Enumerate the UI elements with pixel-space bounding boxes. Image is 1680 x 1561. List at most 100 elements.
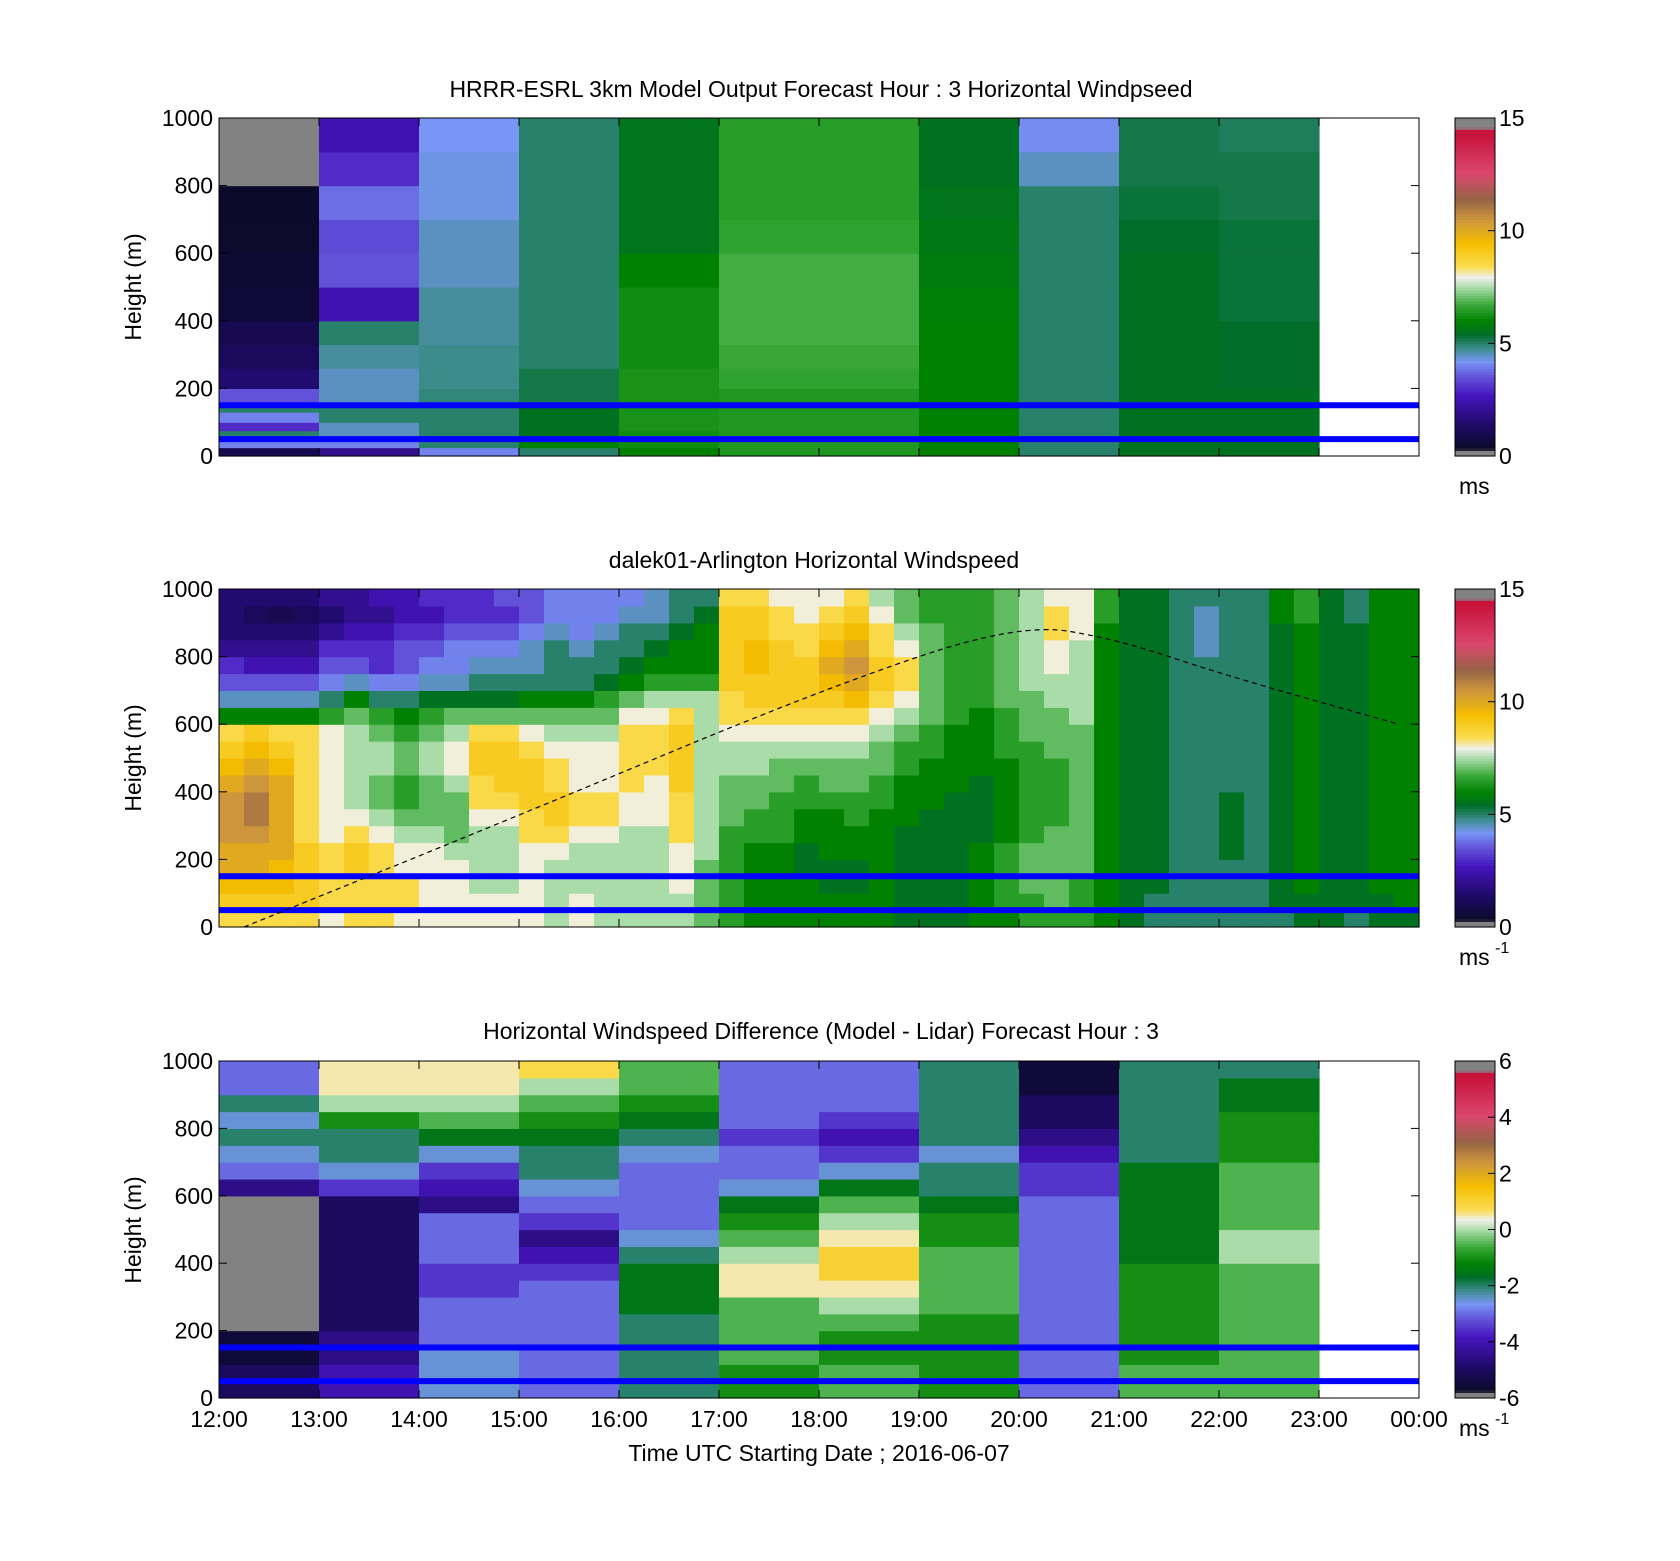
panel-lidar-cell bbox=[519, 842, 545, 860]
panel-lidar-cell bbox=[719, 808, 745, 827]
panel-diff-colorbar-band bbox=[1455, 1103, 1495, 1107]
panel-lidar-cell bbox=[619, 774, 645, 793]
panel-diff-cell bbox=[319, 1077, 420, 1096]
panel-diff-cell bbox=[219, 1195, 320, 1214]
panel-lidar-cell bbox=[1144, 825, 1170, 844]
panel-model-cell bbox=[1019, 219, 1120, 254]
panel-lidar-cell bbox=[769, 724, 795, 742]
panel-diff-colorbar-band bbox=[1455, 1170, 1495, 1174]
panel-lidar-cell bbox=[969, 656, 995, 675]
panel-lidar-cell bbox=[1269, 673, 1295, 691]
panel-lidar-cell bbox=[1269, 859, 1295, 877]
panel-diff-cell bbox=[319, 1178, 420, 1197]
panel-lidar-cell bbox=[1144, 589, 1170, 607]
panel-diff-cell bbox=[1119, 1094, 1220, 1113]
panel-lidar-cell bbox=[569, 690, 595, 708]
panel-diff-cell bbox=[219, 1263, 320, 1281]
panel-model-colorbar-band bbox=[1455, 132, 1495, 136]
panel-lidar-colorbar-tick-label: 5 bbox=[1499, 801, 1512, 827]
panel-lidar-cell bbox=[544, 639, 570, 658]
panel-lidar-cell bbox=[1069, 656, 1095, 675]
panel-model-colorbar-band bbox=[1455, 444, 1495, 449]
panel-lidar-cell bbox=[519, 656, 545, 675]
panel-diff-cell bbox=[1019, 1296, 1120, 1315]
panel-model-cell bbox=[519, 388, 620, 403]
panel-lidar-cell bbox=[469, 842, 495, 860]
panel-diff-colorbar-band bbox=[1455, 1080, 1495, 1085]
panel-lidar-cell bbox=[719, 673, 745, 691]
panel-lidar-cell bbox=[319, 910, 345, 928]
panel-diff-colorbar-tick-label: -4 bbox=[1499, 1329, 1520, 1355]
panel-model-cell bbox=[519, 447, 620, 457]
panel-lidar-cell bbox=[1319, 758, 1345, 776]
panel-model-colorbar-band bbox=[1455, 357, 1495, 361]
panel-lidar-cell bbox=[944, 605, 970, 624]
panel-lidar-cell bbox=[769, 758, 795, 776]
panel-diff-cell bbox=[419, 1195, 520, 1214]
panel-diff-cell bbox=[1119, 1246, 1220, 1264]
panel-lidar-cell bbox=[644, 859, 670, 877]
panel-lidar-cell bbox=[544, 808, 570, 827]
panel-lidar-cell bbox=[819, 893, 845, 911]
panel-lidar-cell bbox=[894, 842, 920, 860]
panel-lidar-cell bbox=[744, 808, 770, 827]
panel-lidar-cell bbox=[1219, 842, 1245, 860]
panel-lidar-cell bbox=[1194, 690, 1220, 708]
panel-lidar-colorbar-band bbox=[1455, 848, 1495, 852]
panel-diff-cell bbox=[719, 1094, 820, 1113]
panel-lidar-cell bbox=[1144, 758, 1170, 776]
panel-diff-heatmap bbox=[219, 1061, 1419, 1399]
panel-lidar-cell bbox=[769, 707, 795, 725]
panel-model-cell bbox=[719, 412, 820, 423]
panel-lidar-cell bbox=[644, 876, 670, 894]
panel-lidar-cell bbox=[1344, 724, 1370, 742]
panel-lidar-cell bbox=[619, 808, 645, 827]
panel-lidar-cell bbox=[344, 910, 370, 928]
panel-lidar-cell bbox=[1294, 741, 1320, 759]
panel-lidar-cell bbox=[369, 622, 395, 641]
panel-model-xaxis bbox=[218, 118, 1420, 456]
panel-lidar-cell bbox=[744, 758, 770, 776]
panel-model-cell bbox=[519, 253, 620, 288]
panel-model-colorbar-tick-label: 0 bbox=[1499, 443, 1512, 469]
panel-lidar-colorbar-band bbox=[1455, 842, 1495, 846]
panel-model-colorbar-band bbox=[1455, 216, 1495, 220]
panel-model-colorbar-band bbox=[1455, 360, 1495, 364]
panel-lidar-cell bbox=[1119, 791, 1145, 810]
panel-lidar-cell bbox=[469, 639, 495, 658]
panel-model-colorbar-band bbox=[1455, 323, 1495, 328]
panel-lidar-cell bbox=[644, 673, 670, 691]
panel-model-colorbar-band bbox=[1455, 301, 1495, 305]
panel-diff-colorbar-band bbox=[1455, 1347, 1495, 1351]
panel-diff-cell bbox=[719, 1145, 820, 1163]
panel-model-cell bbox=[219, 439, 320, 449]
panel-lidar-cell bbox=[619, 741, 645, 759]
panel-diff-cell bbox=[719, 1061, 820, 1079]
panel-lidar-cell bbox=[919, 859, 945, 877]
panel-diff-colorbar-band bbox=[1455, 1148, 1495, 1152]
panel-diff-colorbar-band bbox=[1455, 1392, 1495, 1396]
panel-diff-colorbar-tick-label: 6 bbox=[1499, 1048, 1512, 1074]
panel-lidar-cell bbox=[419, 589, 445, 607]
panel-lidar-cell bbox=[769, 842, 795, 860]
panel-lidar-cell bbox=[1019, 741, 1045, 759]
panel-lidar-cell bbox=[1344, 690, 1370, 708]
panel-lidar-cell bbox=[594, 622, 620, 641]
panel-lidar-cell bbox=[844, 589, 870, 607]
panel-diff-cell bbox=[1119, 1347, 1220, 1365]
panel-diff-cell bbox=[219, 1313, 320, 1332]
panel-lidar-cell bbox=[1319, 825, 1345, 844]
panel-lidar-colorbar-band bbox=[1455, 628, 1495, 632]
panel-lidar-colorbar-band bbox=[1455, 884, 1495, 889]
panel-model-cell bbox=[1019, 344, 1120, 369]
panel-lidar-cell bbox=[994, 758, 1020, 776]
panel-lidar-cell bbox=[1144, 741, 1170, 759]
panel-lidar-cell bbox=[544, 605, 570, 624]
panel-lidar-cell bbox=[819, 758, 845, 776]
panel-diff-colorbar-band bbox=[1455, 1336, 1495, 1340]
panel-diff-cell bbox=[919, 1111, 1020, 1129]
panel-lidar-cell bbox=[1019, 589, 1045, 607]
panel-lidar-cell bbox=[994, 893, 1020, 911]
panel-lidar-cell bbox=[319, 622, 345, 641]
